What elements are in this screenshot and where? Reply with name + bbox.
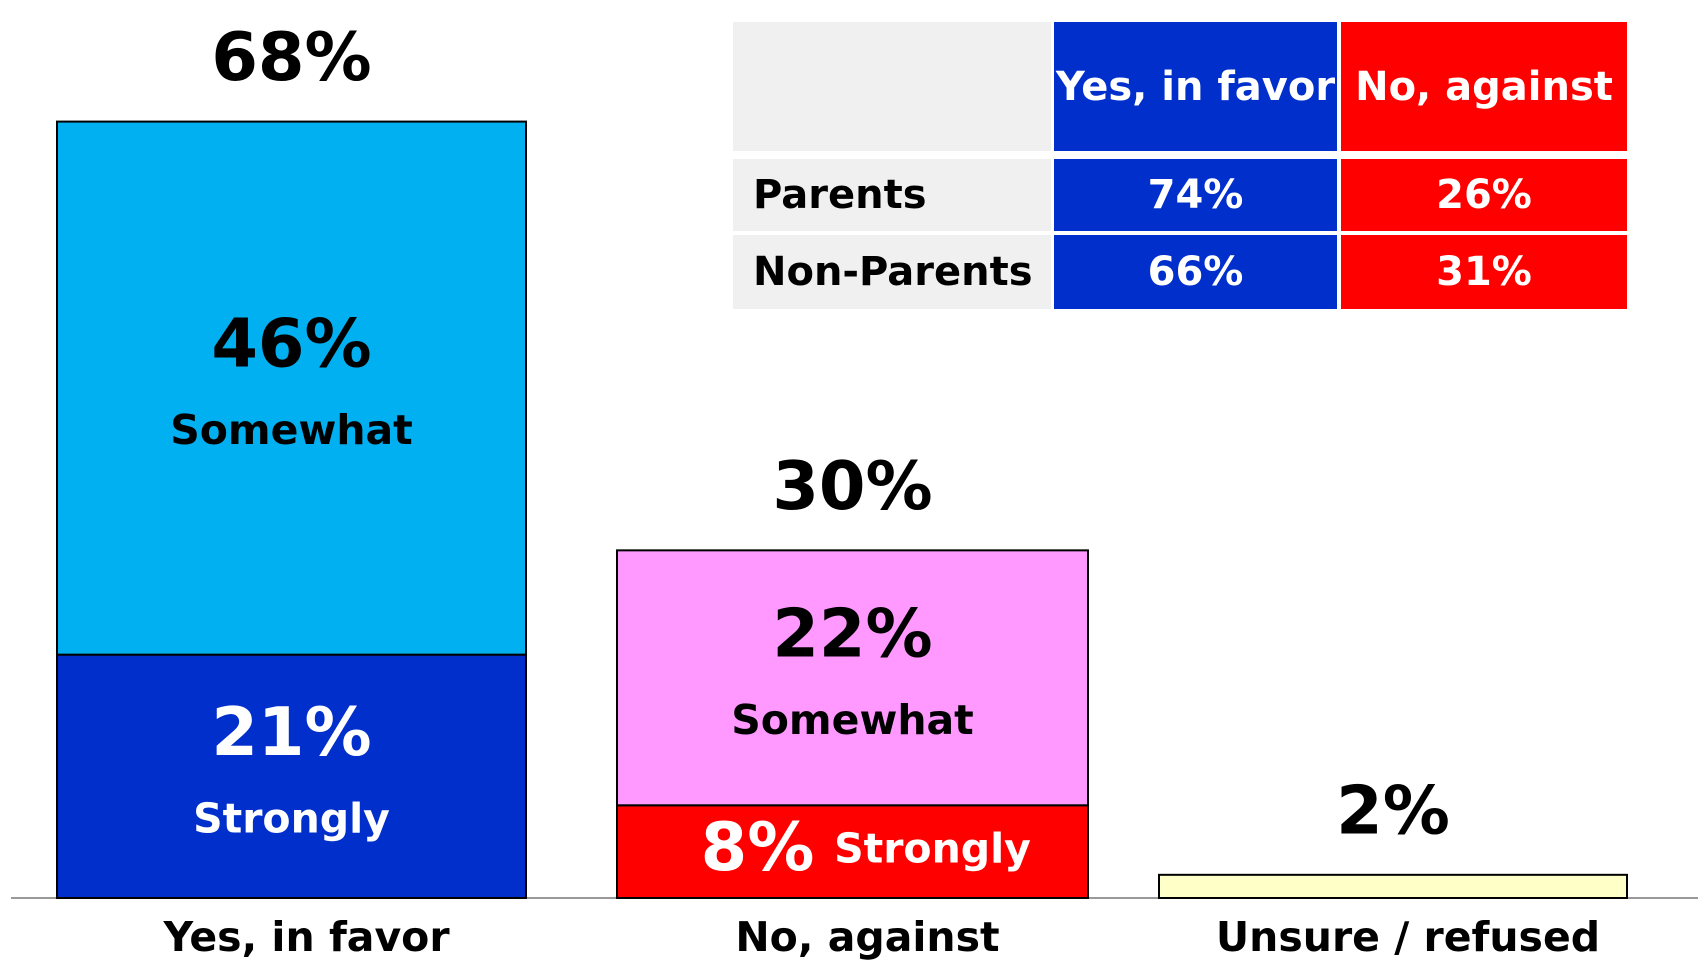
value-label: 21%: [211, 693, 371, 771]
bar-segment: [616, 549, 1089, 807]
column-header: No, against: [1341, 22, 1627, 151]
table-corner: [733, 22, 1051, 151]
value-label: 22%: [772, 594, 932, 672]
bar-segment: [56, 120, 527, 656]
table-value: 66%: [1054, 235, 1337, 309]
bar: [1158, 873, 1628, 900]
bar-segment: [616, 804, 1089, 900]
total-label: 30%: [772, 447, 932, 525]
x-tick-label: Unsure / refused: [1216, 913, 1600, 961]
x-tick-label: Yes, in favor: [162, 913, 450, 961]
value-label: 8%: [701, 808, 815, 886]
x-tick-label: No, against: [735, 913, 999, 961]
value-label: 46%: [211, 305, 371, 383]
row-label: Non-Parents: [733, 235, 1051, 309]
table-value: 31%: [1341, 235, 1627, 309]
total-label: 2%: [1336, 771, 1450, 849]
table-value: 26%: [1341, 159, 1627, 231]
row-label: Parents: [733, 159, 1051, 231]
segment-name: Somewhat: [731, 696, 974, 744]
column-header: Yes, in favor: [1054, 22, 1337, 151]
bar-segment: [56, 653, 527, 899]
segment-name: Strongly: [834, 825, 1031, 873]
table-value: 74%: [1054, 159, 1337, 231]
total-label: 68%: [211, 18, 371, 96]
segment-name: Somewhat: [170, 406, 413, 454]
segment-name: Strongly: [193, 794, 390, 842]
